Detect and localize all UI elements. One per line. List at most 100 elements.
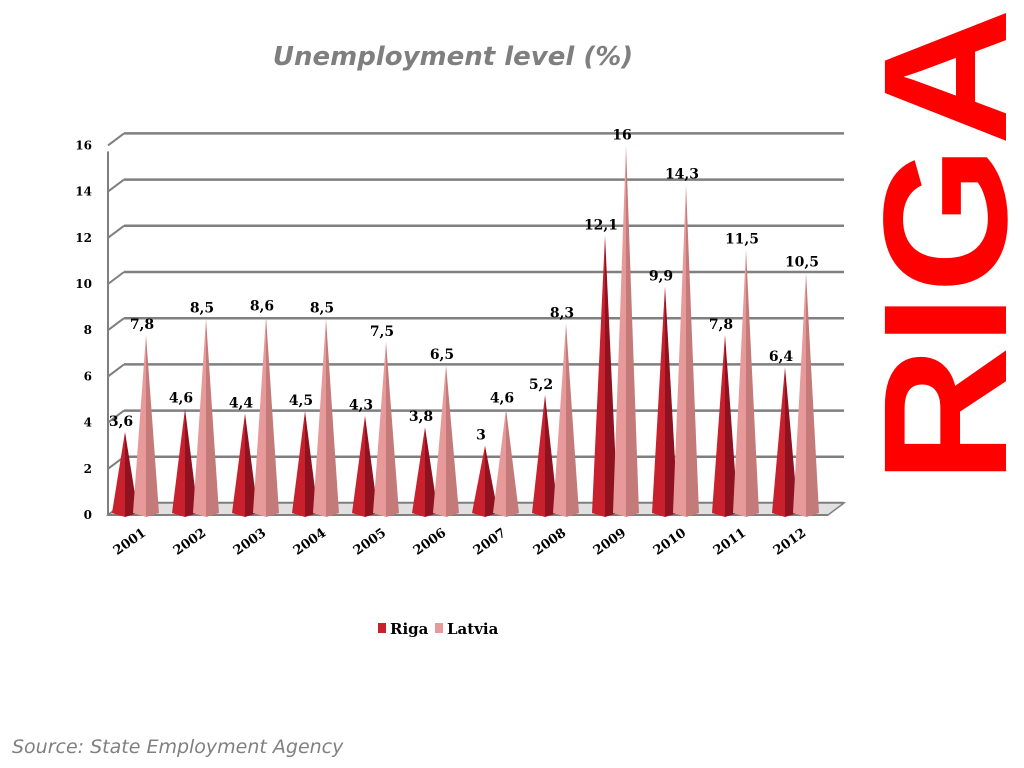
x-tick-label: 2001 xyxy=(111,526,149,559)
data-label: 7,5 xyxy=(370,324,394,340)
data-label: 8,5 xyxy=(310,301,334,317)
gridline-side xyxy=(107,271,125,285)
data-label: 3,6 xyxy=(109,414,133,430)
cone-shade xyxy=(566,323,579,517)
series-latvia: 7,8 8,5 8,6 8,5 7,5 6,5 4,6 8,3 16 14,3 11,5 10,5 xyxy=(130,127,819,518)
cone-shade xyxy=(266,316,279,517)
cone-face xyxy=(673,184,686,518)
data-label: 5,2 xyxy=(529,377,553,393)
cone-shade xyxy=(686,184,699,518)
cone-shade xyxy=(206,318,219,517)
cone-face xyxy=(352,415,365,517)
cone-latvia: 16 xyxy=(612,127,639,517)
cone-face xyxy=(532,394,545,517)
cone-latvia: 8,5 xyxy=(190,301,219,517)
gridlines: 0 2 4 6 8 10 12 14 16 xyxy=(75,132,844,522)
cone-riga: 12,1 xyxy=(584,217,618,518)
cone-riga: 3 xyxy=(472,428,498,517)
legend: Riga Latvia xyxy=(378,620,499,638)
cone-face xyxy=(793,272,806,517)
cone-latvia: 8,3 xyxy=(550,305,579,517)
x-tick-label: 2002 xyxy=(171,526,209,559)
cone-face xyxy=(232,413,245,517)
cone-riga: 7,8 xyxy=(709,317,738,517)
gridline-side xyxy=(107,409,125,424)
data-label: 3 xyxy=(476,428,486,444)
y-tick-label: 16 xyxy=(75,138,92,152)
data-label: 6,5 xyxy=(430,347,454,363)
y-tick-label: 4 xyxy=(84,416,92,430)
y-tick-label: 2 xyxy=(84,462,92,476)
x-tick-label: 2005 xyxy=(351,526,389,559)
cone-face xyxy=(493,408,506,517)
cone-riga: 3,8 xyxy=(409,409,438,517)
cone-shade xyxy=(605,235,618,518)
cone-shade xyxy=(506,408,519,517)
cone-face xyxy=(472,445,485,517)
gridline-side xyxy=(107,317,125,332)
y-tick-label: 14 xyxy=(75,185,92,199)
cone-latvia: 7,5 xyxy=(370,324,399,517)
cone-face xyxy=(733,249,746,517)
data-label: 14,3 xyxy=(665,167,699,183)
x-tick-label: 2007 xyxy=(471,526,509,559)
cone-shade xyxy=(386,341,399,517)
data-label: 7,8 xyxy=(130,317,154,333)
riga-logo: RIGA xyxy=(878,8,1024,484)
cone-latvia: 6,5 xyxy=(430,347,459,517)
cone-shade xyxy=(806,272,819,517)
cone-latvia: 11,5 xyxy=(725,231,759,517)
cone-face xyxy=(373,341,386,517)
x-tick-label: 2009 xyxy=(591,526,629,559)
cone-riga: 9,9 xyxy=(649,268,678,517)
x-tick-label: 2012 xyxy=(771,526,809,559)
cone-shade xyxy=(746,249,759,517)
cone-face xyxy=(133,334,146,517)
data-label: 3,8 xyxy=(409,409,433,425)
cone-face xyxy=(553,323,566,517)
data-label: 16 xyxy=(612,127,631,143)
data-label: 11,5 xyxy=(725,231,759,247)
cone-face xyxy=(613,145,626,517)
x-tick-label: 2011 xyxy=(711,526,749,559)
cone-latvia: 8,6 xyxy=(250,298,279,517)
cone-shade xyxy=(446,364,459,517)
cone-latvia: 7,8 xyxy=(130,317,159,517)
data-label: 7,8 xyxy=(709,317,733,333)
legend-swatch xyxy=(435,623,443,633)
y-tick-label: 6 xyxy=(84,369,92,383)
cone-shade xyxy=(626,145,639,517)
cone-face xyxy=(193,318,206,517)
cone-face xyxy=(292,411,305,517)
legend-label: Riga xyxy=(390,620,429,638)
cone-latvia: 8,5 xyxy=(310,301,339,517)
cone-shade xyxy=(725,334,738,517)
cone-face xyxy=(592,235,605,518)
data-label: 8,5 xyxy=(190,301,214,317)
cone-shade xyxy=(665,286,678,517)
data-label: 9,9 xyxy=(649,268,673,284)
cone-shade xyxy=(785,367,798,517)
cone-face xyxy=(652,286,665,517)
gridline-side xyxy=(107,178,125,193)
x-tick-label: 2003 xyxy=(231,526,269,559)
cone-latvia: 4,6 xyxy=(490,391,519,517)
cone-shade xyxy=(326,318,339,517)
cone-riga: 6,4 xyxy=(769,349,798,517)
x-tick-label: 2010 xyxy=(651,526,689,559)
y-tick-label: 8 xyxy=(84,323,92,337)
cone-face xyxy=(253,316,266,517)
data-label: 4,3 xyxy=(349,398,373,414)
data-label: 8,6 xyxy=(250,298,274,314)
data-label: 10,5 xyxy=(785,254,819,270)
x-tick-label: 2008 xyxy=(531,526,569,559)
riga-logo-text: RIGA xyxy=(878,8,1024,484)
legend-label: Latvia xyxy=(447,620,499,638)
legend-swatch xyxy=(378,623,386,633)
chart-title: Unemployment level (%) xyxy=(272,42,634,72)
cone-shade xyxy=(545,394,558,517)
x-tick-label: 2004 xyxy=(291,526,329,559)
cone-face xyxy=(772,367,785,517)
cone-face xyxy=(172,408,185,517)
